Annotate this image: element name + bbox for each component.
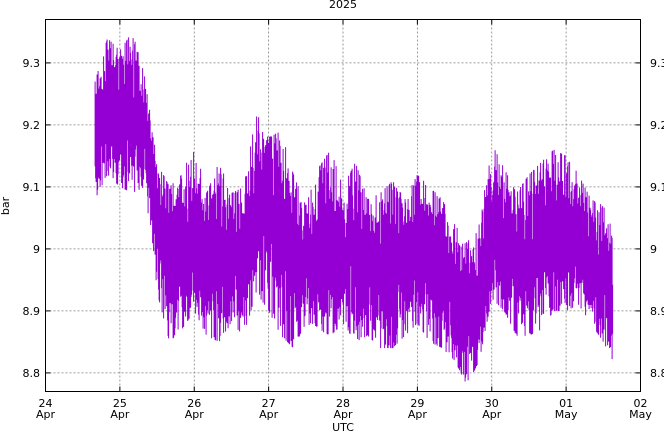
y-tick-label-right: 8.8 — [650, 367, 664, 380]
x-tick-label-month: Apr — [110, 408, 130, 421]
x-tick-label-day: 24 — [39, 397, 53, 410]
x-tick-label-day: 27 — [262, 397, 276, 410]
y-tick-label-right: 8.9 — [650, 305, 664, 318]
x-axis-label: UTC — [332, 421, 354, 432]
x-tick-label-day: 02 — [634, 397, 648, 410]
y-tick-label-left: 9.3 — [23, 57, 41, 70]
x-tick-label-day: 26 — [187, 397, 201, 410]
x-tick-label-day: 30 — [485, 397, 499, 410]
x-tick-label-day: 25 — [113, 397, 127, 410]
y-tick-labels-right: 8.8 8.9 9 9.1 9.2 9.3 — [650, 57, 664, 380]
x-tick-label-month: Apr — [36, 408, 56, 421]
x-tick-label-month: May — [555, 408, 578, 421]
y-tick-label-left: 9.2 — [23, 119, 41, 132]
x-tick-label-day: 01 — [559, 397, 573, 410]
x-tick-label-month: May — [629, 408, 652, 421]
y-tick-label-right: 9.1 — [650, 181, 664, 194]
x-tick-label-month: Apr — [259, 408, 279, 421]
chart-title: 2025 — [329, 0, 357, 11]
y-tick-label-right: 9.2 — [650, 119, 664, 132]
data-series — [94, 37, 614, 382]
y-tick-label-right: 9.3 — [650, 57, 664, 70]
y-tick-label-left: 9 — [33, 243, 40, 256]
x-tick-labels: 24Apr25Apr26Apr27Apr28Apr29Apr30Apr01May… — [36, 397, 652, 421]
series-line — [94, 37, 614, 382]
y-tick-labels-left: 8.8 8.9 9 9.1 9.2 9.3 — [23, 57, 41, 380]
x-tick-label-day: 28 — [336, 397, 350, 410]
x-tick-label-month: Apr — [185, 408, 205, 421]
y-tick-label-left: 9.1 — [23, 181, 41, 194]
x-tick-label-day: 29 — [410, 397, 424, 410]
x-tick-label-month: Apr — [482, 408, 502, 421]
x-tick-label-month: Apr — [333, 408, 353, 421]
y-axis-label: bar — [0, 196, 12, 215]
x-tick-label-month: Apr — [408, 408, 428, 421]
y-tick-label-right: 9 — [650, 243, 657, 256]
y-tick-label-left: 8.9 — [23, 305, 41, 318]
ticks — [45, 19, 641, 392]
y-tick-label-left: 8.8 — [23, 367, 41, 380]
